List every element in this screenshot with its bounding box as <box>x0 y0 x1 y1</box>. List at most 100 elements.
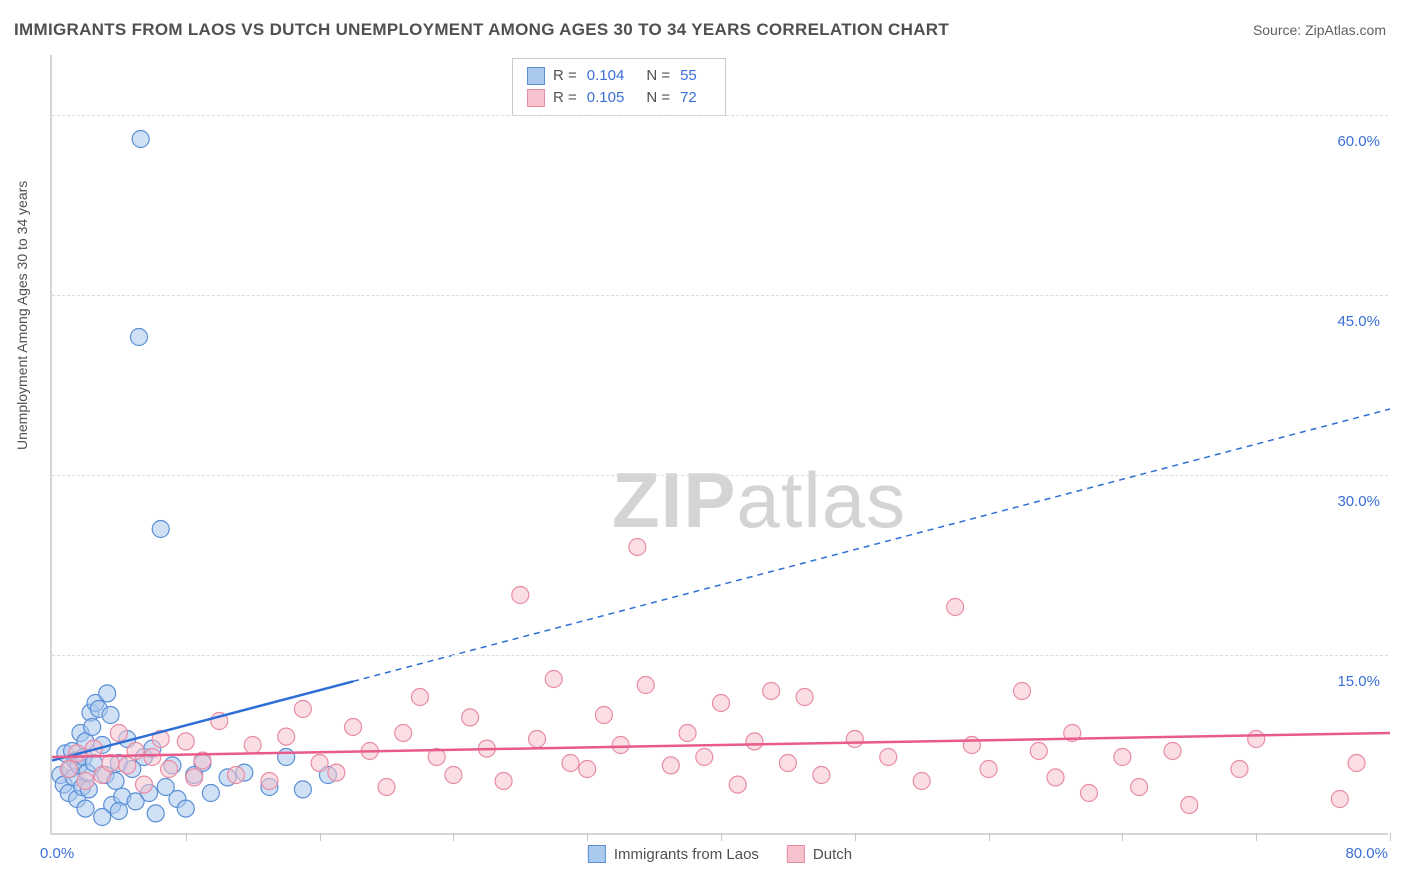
data-point <box>562 755 579 772</box>
data-point <box>1164 743 1181 760</box>
data-point <box>913 773 930 790</box>
data-point <box>545 671 562 688</box>
data-point <box>796 689 813 706</box>
x-axis-max-label: 80.0% <box>1345 845 1388 862</box>
legend-swatch <box>787 845 805 863</box>
series-legend-label: Immigrants from Laos <box>614 846 759 863</box>
data-point <box>294 781 311 798</box>
data-point <box>395 725 412 742</box>
data-point <box>696 749 713 766</box>
r-value: 0.105 <box>587 87 625 109</box>
x-tick <box>855 833 856 841</box>
y-tick-label: 30.0% <box>1337 493 1380 510</box>
data-point <box>679 725 696 742</box>
data-point <box>462 709 479 726</box>
data-point <box>84 719 101 736</box>
data-point <box>595 707 612 724</box>
data-point <box>947 599 964 616</box>
data-point <box>1331 791 1348 808</box>
data-point <box>445 767 462 784</box>
data-point <box>186 769 203 786</box>
data-point <box>813 767 830 784</box>
stats-legend-row: R = 0.105 N = 72 <box>527 87 711 109</box>
data-point <box>980 761 997 778</box>
data-point <box>147 805 164 822</box>
data-point <box>846 731 863 748</box>
chart-svg <box>52 55 1388 833</box>
data-point <box>713 695 730 712</box>
data-point <box>1348 755 1365 772</box>
data-point <box>110 725 127 742</box>
grid-line <box>52 655 1388 656</box>
x-tick <box>186 833 187 841</box>
x-tick <box>721 833 722 841</box>
stats-legend-row: R =0.104N =55 <box>527 65 711 87</box>
data-point <box>77 800 94 817</box>
n-label: N = <box>646 65 670 87</box>
data-point <box>963 737 980 754</box>
data-point <box>345 719 362 736</box>
data-point <box>127 743 144 760</box>
data-point <box>227 767 244 784</box>
data-point <box>495 773 512 790</box>
data-point <box>1181 797 1198 814</box>
x-tick <box>453 833 454 841</box>
n-value: 55 <box>680 65 697 87</box>
x-tick <box>1122 833 1123 841</box>
data-point <box>880 749 897 766</box>
data-point <box>278 728 295 745</box>
data-point <box>629 539 646 556</box>
source-attribution: Source: ZipAtlas.com <box>1253 22 1386 38</box>
data-point <box>1047 769 1064 786</box>
data-point <box>378 779 395 796</box>
data-point <box>99 685 116 702</box>
data-point <box>135 776 152 793</box>
grid-line <box>52 115 1388 116</box>
legend-swatch <box>527 89 545 107</box>
data-point <box>110 803 127 820</box>
data-point <box>177 733 194 750</box>
legend-swatch <box>588 845 606 863</box>
x-tick <box>1390 833 1391 841</box>
grid-line <box>52 475 1388 476</box>
data-point <box>779 755 796 772</box>
data-point <box>529 731 546 748</box>
data-point <box>77 773 94 790</box>
data-point <box>144 749 161 766</box>
data-point <box>177 800 194 817</box>
r-label: R = <box>553 65 577 87</box>
data-point <box>1248 731 1265 748</box>
data-point <box>579 761 596 778</box>
plot-area: ZIPatlas R =0.104N =55R =0.105N =72 Immi… <box>50 55 1388 835</box>
data-point <box>202 785 219 802</box>
data-point <box>328 764 345 781</box>
data-point <box>244 737 261 754</box>
data-point <box>1080 785 1097 802</box>
data-point <box>1114 749 1131 766</box>
y-tick-label: 15.0% <box>1337 673 1380 690</box>
x-tick <box>1256 833 1257 841</box>
data-point <box>512 587 529 604</box>
x-tick <box>320 833 321 841</box>
series-legend: Immigrants from Laos Dutch <box>588 845 852 863</box>
data-point <box>662 757 679 774</box>
x-tick <box>587 833 588 841</box>
chart-title: IMMIGRANTS FROM LAOS VS DUTCH UNEMPLOYME… <box>14 20 949 40</box>
legend-swatch <box>527 67 545 85</box>
data-point <box>102 707 119 724</box>
y-tick-label: 45.0% <box>1337 313 1380 330</box>
n-value: 72 <box>680 87 697 109</box>
series-legend-item: Dutch <box>787 845 852 863</box>
trend-line-extrapolated <box>353 409 1390 681</box>
data-point <box>132 131 149 148</box>
data-point <box>1231 761 1248 778</box>
data-point <box>130 329 147 346</box>
data-point <box>278 749 295 766</box>
n-label: N = <box>646 87 670 109</box>
r-label: R = <box>553 87 577 109</box>
data-point <box>729 776 746 793</box>
data-point <box>261 773 278 790</box>
data-point <box>161 761 178 778</box>
data-point <box>637 677 654 694</box>
data-point <box>1014 683 1031 700</box>
